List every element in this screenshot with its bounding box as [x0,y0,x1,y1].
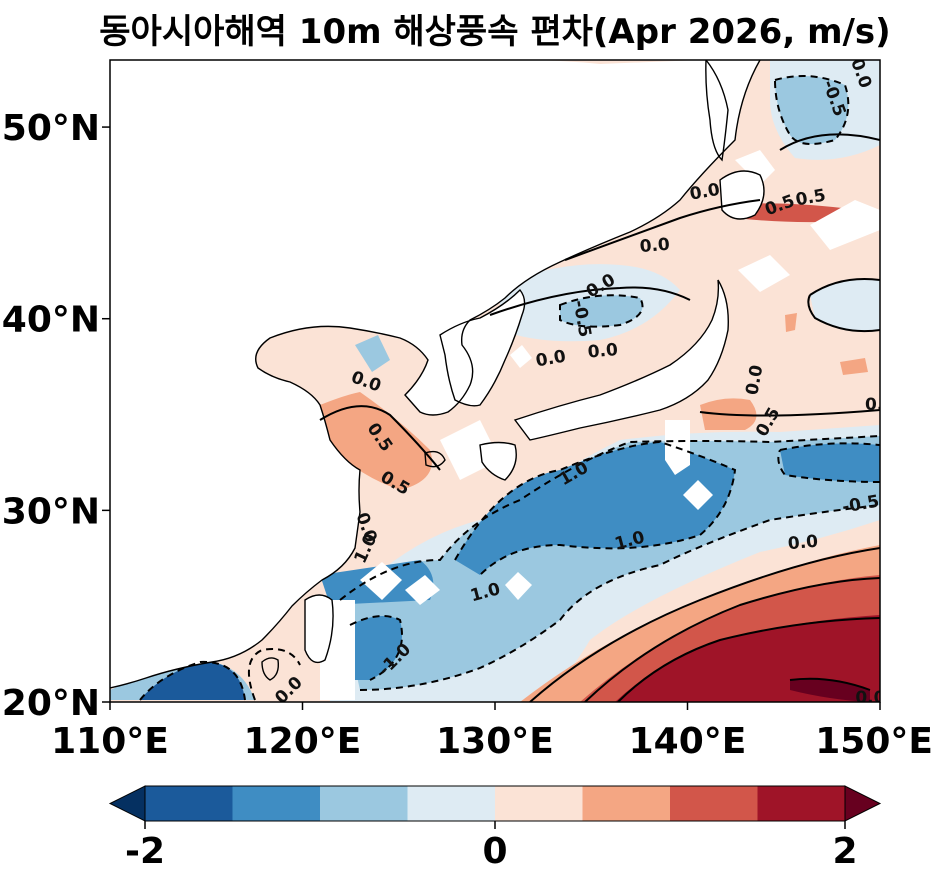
coastline-hainan [261,657,280,681]
contour-1-5-se [789,677,871,691]
anomaly-fill-neg-strong-taiwan [350,616,402,680]
coastline-sakhalin [705,60,729,162]
coastline-kyushu [479,441,517,481]
contour-neg-0-5-south [359,504,880,691]
coastline-taiwan [304,594,334,664]
contour-label: 0.0 [587,340,619,363]
colorbar-segment [145,786,233,821]
x-tick-label: 110°E [51,721,169,762]
missing-data-mask-8 [735,150,775,185]
missing-data-mask-4 [683,480,713,510]
land-hokkaido [720,171,764,219]
contour-neg-1-0-south [454,440,737,576]
missing-data-mask-5 [510,345,532,368]
contour-0-0-se [529,547,880,702]
colorbar-tick-label: 2 [832,831,857,872]
missing-data-mask-2 [405,575,440,605]
colorbar-segment [407,786,495,821]
coastline-hokkaido [719,170,765,220]
contour-0-0-okhotsk [779,133,880,151]
contour-label: 0.0 [787,532,819,555]
contour-0-5-east [699,409,880,417]
contour-neg-0-5-japan-sea [559,294,644,328]
colorbar-segment [232,786,320,821]
anomaly-fill-neg-japan-sea-mid [560,295,643,327]
contour-neg-0-5-north [339,435,880,601]
land-sakhalin [705,60,728,160]
coastline-honshu [513,279,729,441]
anomaly-fill-neg-yellow-sea [355,335,390,372]
missing-data-mask-9 [810,200,880,250]
anomaly-fill-neg-okhotsk [775,76,849,144]
missing-data-mask-taiwan [320,600,355,700]
contour-neg-0-5-okhotsk [774,75,850,145]
contour-0-5-ecs [319,405,441,471]
missing-data-mask-7 [440,420,500,480]
anomaly-fill-neg-mid [340,436,880,690]
colorbar-segment [582,786,670,821]
land-mainland [110,60,760,688]
colorbar-tick-label: 0 [482,831,507,872]
y-tick-label: 40°N [2,300,100,341]
colorbar-extend-low [108,785,146,822]
coastline-mainland [110,60,761,689]
contour-1-0-se [617,617,880,702]
map-title: 동아시아해역 10m 해상풍속 편차(Apr 2026, m/s) [99,12,890,52]
coastlines [110,60,765,689]
coastline-jeju [424,450,446,468]
contour-0-0-east [807,278,880,333]
contour-0-0-japan-sea [489,286,691,316]
colorbar-tick-label: -2 [125,831,165,872]
contour-label: 0.0 [639,235,671,258]
contour-lines-dashed [139,75,880,701]
contour-neg-0-5-scs [247,648,301,701]
anomaly-fill-pos-spot2 [840,358,868,375]
anomaly-fill-neg-east [810,279,880,332]
contour-lines [319,133,880,702]
y-tick-label: 50°N [2,108,100,149]
y-tick-label: 20°N [2,683,100,724]
anomaly-fill-pos-scs [280,656,318,700]
y-tick-label: 30°N [2,491,100,532]
contour-0-5-se [584,577,880,702]
coastline-korea [439,288,526,407]
y-axis-ticks: 20°N 30°N 40°N 50°N [2,108,110,724]
contour-0-0-north [564,199,761,261]
contour-neg-1-0-east [777,442,880,483]
land-honshu [515,280,729,440]
map-area: 0.0-0.50.0 0.50.50.00.0-0.50.0 0.00.0 0.00.… [110,60,895,708]
colorbar-segment [495,786,583,821]
x-tick-label: 150°E [815,721,933,762]
anomaly-fill-pos-spot [785,313,797,332]
contour-neg-1-0-taiwan [349,615,403,681]
missing-data-mask-10 [738,255,790,292]
anomaly-fill-neg-strong-south [455,442,735,575]
x-tick-label: 140°E [629,721,747,762]
colorbar-extend-high [844,785,882,822]
colorbar-segment [757,786,845,821]
x-axis-ticks: 110°E 120°E 130°E 140°E 150°E [51,702,933,762]
contour-label: 0.0 [855,688,885,708]
colorbar-segment [320,786,408,821]
anomaly-fill-pos-ecs [320,392,432,490]
colorbar: -2 0 2 [108,785,882,872]
x-tick-label: 120°E [244,721,362,762]
colorbar-segment [670,786,758,821]
anomaly-fill-neg-scs-strong [140,661,245,700]
anomaly-fill-neg-strong-east [780,443,880,482]
missing-data-mask-3 [505,572,532,600]
missing-data-mask-1 [360,562,402,600]
contour-label: 0.5 [865,395,895,415]
x-tick-label: 130°E [436,721,554,762]
land-korea [440,290,525,406]
